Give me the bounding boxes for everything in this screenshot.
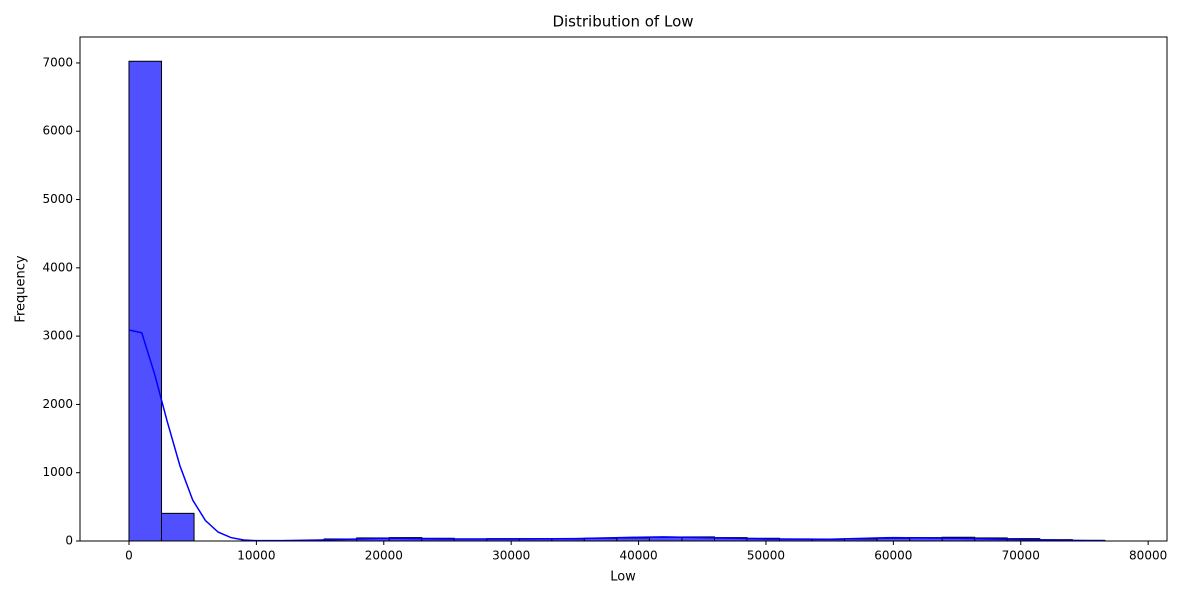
y-tick-label: 0 xyxy=(65,534,73,548)
plot-frame xyxy=(79,36,1168,542)
y-tick-label: 3000 xyxy=(42,329,73,343)
y-tick-label: 5000 xyxy=(42,192,73,206)
chart-title: Distribution of Low xyxy=(552,13,693,31)
bar xyxy=(161,512,195,542)
x-tick-label: 70000 xyxy=(1002,549,1040,563)
x-axis-label: Low xyxy=(610,570,636,585)
x-tick-label: 50000 xyxy=(747,549,785,563)
x-tick-label: 0 xyxy=(125,549,133,563)
y-axis-label: Frequency xyxy=(14,255,29,322)
x-tick-label: 10000 xyxy=(237,549,275,563)
y-tick-label: 4000 xyxy=(42,260,73,274)
y-tick-label: 6000 xyxy=(42,124,73,138)
kde-line xyxy=(128,329,1105,542)
x-tick-label: 20000 xyxy=(365,549,403,563)
y-tick-label: 1000 xyxy=(42,465,73,479)
bar xyxy=(128,60,163,542)
x-tick-label: 30000 xyxy=(492,549,530,563)
x-tick-label: 40000 xyxy=(619,549,657,563)
y-tick-label: 7000 xyxy=(42,55,73,69)
y-tick-label: 2000 xyxy=(42,397,73,411)
x-tick-label: 80000 xyxy=(1129,549,1167,563)
x-tick-label: 60000 xyxy=(874,549,912,563)
